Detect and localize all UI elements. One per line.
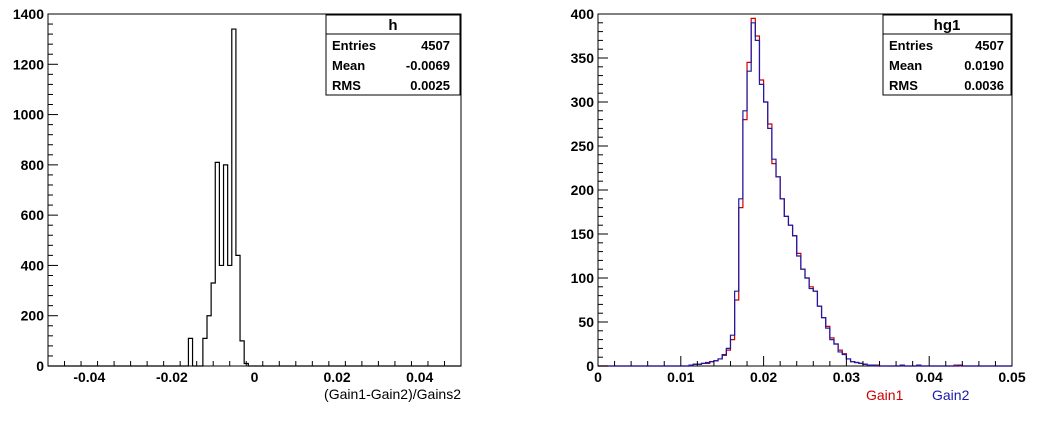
chart-hg1-stats-value-mean: 0.0190: [964, 58, 1004, 73]
chart-h-stats-box: h Entries 4507 Mean -0.0069 RMS 0.0025: [325, 14, 461, 96]
chart-h-y-tick-label: 1200: [13, 56, 44, 72]
chart-hg1-stats-title: hg1: [934, 17, 961, 34]
chart-hg1-y-tick-label: 200: [571, 182, 595, 198]
chart-hg1-y-tick-label: 350: [571, 50, 595, 66]
chart-hg1-stats-value-rms: 0.0036: [964, 78, 1004, 93]
chart-h-x-tick-label: -0.02: [156, 369, 188, 385]
chart-hg1-stats-label-entries: Entries: [889, 38, 933, 53]
chart-hg1-y-tick-label: 250: [571, 138, 595, 154]
chart-hg1-x-tick-label: 0.01: [667, 369, 694, 385]
chart-hg1: 0 0.01 0.02 0.03 0.04 0.05 0 50 100 150 200 250 300 3…: [571, 6, 1026, 403]
chart-hg1-y-tick-label: 50: [578, 314, 594, 330]
chart-h-stats-title: h: [388, 17, 397, 34]
chart-h-y-tick-label: 400: [21, 257, 45, 273]
chart-h-stats-value-entries: 4507: [421, 38, 450, 53]
chart-hg1-legend-gain1: Gain1: [866, 387, 904, 403]
chart-hg1-series: [598, 17, 1012, 367]
chart-hg1-y-tick-label: 0: [586, 358, 594, 374]
chart-h-y-tick-label: 0: [36, 358, 44, 374]
chart-hg1-x-tick-label: 0: [594, 369, 602, 385]
chart-h: -0.04 -0.02 0 0.02 0.04 0 200 400 600 800 1000 1200…: [13, 6, 462, 402]
chart-hg1-stats-label-mean: Mean: [889, 58, 922, 73]
chart-hg1-stats-label-rms: RMS: [889, 78, 918, 93]
chart-h-y-tick-label: 200: [21, 308, 45, 324]
chart-h-stats-value-rms: 0.0025: [410, 78, 450, 93]
chart-h-y-tick-label: 800: [21, 157, 45, 173]
chart-h-ticks: -0.04 -0.02 0 0.02 0.04 0 200 400 600 800 1000 1200…: [13, 6, 462, 385]
chart-hg1-x-tick-label: 0.03: [833, 369, 860, 385]
chart-hg1-x-tick-label: 0.02: [750, 369, 777, 385]
chart-hg1-ticks: 0 0.01 0.02 0.03 0.04 0.05 0 50 100 150 200 250 300 3…: [571, 6, 1026, 385]
chart-h-stats-label-entries: Entries: [332, 38, 376, 53]
chart-hg1-y-tick-label: 150: [571, 226, 595, 242]
chart-h-series: [48, 28, 461, 367]
chart-hg1-stats-box: hg1 Entries 4507 Mean 0.0190 RMS 0.0036: [882, 14, 1012, 96]
chart-hg1-series-gain2: [598, 22, 1012, 367]
chart-h-stats-label-rms: RMS: [332, 78, 361, 93]
chart-hg1-y-tick-label: 100: [571, 270, 595, 286]
chart-h-x-tick-label: 0.04: [406, 369, 433, 385]
chart-hg1-legend-gain2: Gain2: [932, 387, 970, 403]
chart-h-series-histogram: [48, 28, 461, 367]
chart-h-stats-label-mean: Mean: [332, 58, 365, 73]
chart-h-x-tick-label: 0.02: [323, 369, 350, 385]
chart-hg1-x-tick-label: 0.04: [916, 369, 943, 385]
chart-hg1-y-tick-label: 300: [571, 94, 595, 110]
chart-h-y-tick-label: 1400: [13, 6, 44, 22]
chart-h-x-axis-title: (Gain1-Gain2)/Gains2: [324, 386, 461, 402]
chart-hg1-stats-value-entries: 4507: [975, 38, 1004, 53]
chart-h-y-tick-label: 600: [21, 207, 45, 223]
chart-hg1-y-tick-label: 400: [571, 6, 595, 22]
chart-h-x-tick-label: -0.04: [73, 369, 105, 385]
chart-hg1-x-tick-label: 0.05: [998, 369, 1025, 385]
chart-h-y-tick-label: 1000: [13, 107, 44, 123]
chart-h-stats-value-mean: -0.0069: [406, 58, 450, 73]
chart-h-x-tick-label: 0: [251, 369, 259, 385]
